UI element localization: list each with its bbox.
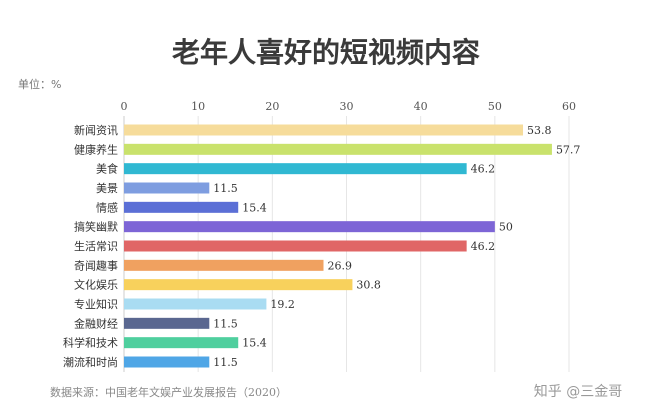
category-labels: 新闻资讯健康养生美食美景情感搞笑幽默生活常识奇闻趣事文化娱乐专业知识金融财经科学… <box>63 123 118 369</box>
x-axis-ticks: 0 10 20 30 40 50 60 <box>121 100 577 113</box>
category-label: 情感 <box>96 201 118 214</box>
category-label: 文化娱乐 <box>74 278 118 292</box>
x-tick-label: 30 <box>340 100 354 113</box>
data-label: 46.2 <box>471 163 496 176</box>
data-label: 46.2 <box>471 240 496 253</box>
data-label: 50 <box>499 221 513 234</box>
x-tick-label: 0 <box>121 100 128 113</box>
data-label: 11.5 <box>213 356 238 369</box>
category-label: 搞笑幽默 <box>74 220 118 234</box>
bar <box>124 143 552 155</box>
category-label: 新闻资讯 <box>74 123 118 137</box>
category-label: 美食 <box>96 162 118 176</box>
x-tick-label: 60 <box>562 100 576 113</box>
data-label: 30.8 <box>356 279 381 292</box>
data-label: 15.4 <box>242 201 267 214</box>
source-note: 数据来源：中国老年文娱产业发展报告（2020） <box>50 385 287 399</box>
x-tick-label: 10 <box>191 100 205 113</box>
bar <box>124 298 267 310</box>
category-label: 生活常识 <box>74 239 118 253</box>
chart-title: 老年人喜好的短视频内容 <box>172 36 480 69</box>
bar <box>124 182 210 194</box>
category-label: 科学和技术 <box>63 336 118 350</box>
data-label: 26.9 <box>328 259 353 272</box>
bar <box>124 259 324 271</box>
unit-label: 单位：% <box>18 77 61 91</box>
category-label: 潮流和时尚 <box>63 355 118 369</box>
data-label: 53.8 <box>527 124 552 137</box>
category-label: 奇闻趣事 <box>74 258 118 272</box>
bar <box>124 337 239 349</box>
category-label: 专业知识 <box>74 297 118 311</box>
bar <box>124 240 467 252</box>
x-tick-label: 40 <box>414 100 428 113</box>
bar <box>124 279 353 291</box>
data-label: 11.5 <box>213 317 238 330</box>
data-label: 15.4 <box>242 337 267 350</box>
bar <box>124 124 524 136</box>
data-label: 57.7 <box>556 143 581 156</box>
bar <box>124 317 210 329</box>
data-label: 11.5 <box>213 182 238 195</box>
x-tick-label: 20 <box>265 100 279 113</box>
category-label: 美景 <box>96 182 118 195</box>
bar <box>124 356 210 368</box>
bar <box>124 201 239 213</box>
data-labels: 53.857.746.211.515.45046.226.930.819.211… <box>213 124 580 369</box>
data-label: 19.2 <box>270 298 295 311</box>
watermark: 知乎 @三金哥 <box>534 383 622 400</box>
bar <box>124 221 495 233</box>
bar <box>124 163 467 175</box>
x-tick-label: 50 <box>488 100 502 113</box>
category-label: 健康养生 <box>74 142 118 156</box>
bars <box>124 124 552 368</box>
category-label: 金融财经 <box>74 316 118 330</box>
